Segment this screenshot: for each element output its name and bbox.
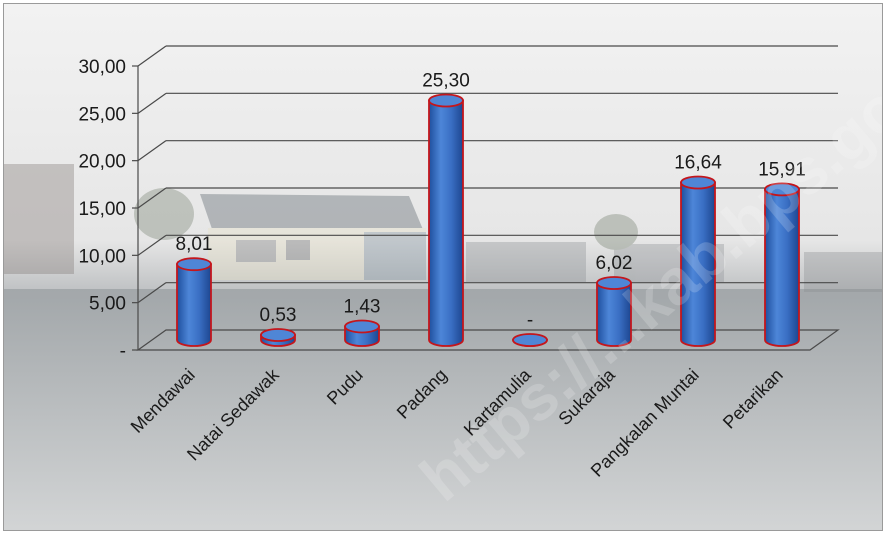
bar-body xyxy=(680,181,716,347)
bar xyxy=(344,319,380,347)
y-axis: - 5,00 10,00 15,00 20,00 25,00 30,00 xyxy=(78,57,126,362)
bar xyxy=(596,276,632,347)
bar-top xyxy=(764,182,800,197)
data-label: 25,30 xyxy=(422,70,470,91)
data-label: 16,64 xyxy=(674,152,722,173)
y-tick-label: 25,00 xyxy=(78,104,126,125)
data-labels: 8,01 0,53 1,43 25,30 - 6,02 16,64 15,91 xyxy=(176,70,806,331)
gridline-diag xyxy=(137,234,167,256)
y-tick-label: 5,00 xyxy=(89,294,126,315)
gridline-diag xyxy=(137,187,167,209)
bar-top xyxy=(176,257,212,272)
bar-top xyxy=(260,328,296,342)
data-label: 1,43 xyxy=(344,296,381,317)
bar xyxy=(260,328,296,347)
y-tick-label: 20,00 xyxy=(78,152,126,173)
chart-frame: - 5,00 10,00 15,00 20,00 25,00 30,00 8,01 0,53 1… xyxy=(3,3,883,531)
bar-body xyxy=(596,282,632,347)
data-label: 8,01 xyxy=(176,234,213,255)
y-tick-label: - xyxy=(120,341,126,362)
y-tick-label: 10,00 xyxy=(78,246,126,267)
bar-top xyxy=(596,276,632,290)
bar-top xyxy=(680,175,716,190)
data-label: 6,02 xyxy=(596,253,633,274)
floor xyxy=(136,329,840,351)
gridline-diag xyxy=(137,92,167,114)
background-photo xyxy=(4,4,882,530)
data-label: - xyxy=(527,310,533,331)
bar xyxy=(764,182,800,347)
bar-top xyxy=(428,93,464,108)
bar-top xyxy=(344,319,380,334)
bar-top xyxy=(512,333,548,347)
bar-chart: - 5,00 10,00 15,00 20,00 25,00 30,00 8,01 0,53 1… xyxy=(4,4,882,530)
gridline-diag xyxy=(137,140,167,162)
bar-body xyxy=(176,263,212,347)
bar xyxy=(176,257,212,347)
data-label: 15,91 xyxy=(758,159,806,180)
gridline-diag xyxy=(137,282,167,304)
bars xyxy=(176,93,800,347)
grid xyxy=(132,45,840,351)
y-tick-label: 30,00 xyxy=(78,57,126,78)
bar xyxy=(428,93,464,347)
bar xyxy=(680,175,716,347)
data-label: 0,53 xyxy=(260,305,297,326)
y-tick-label: 15,00 xyxy=(78,199,126,220)
bar xyxy=(512,333,548,347)
bar-body xyxy=(428,99,464,347)
bar-body xyxy=(764,188,800,347)
gridline-diag xyxy=(137,45,167,67)
